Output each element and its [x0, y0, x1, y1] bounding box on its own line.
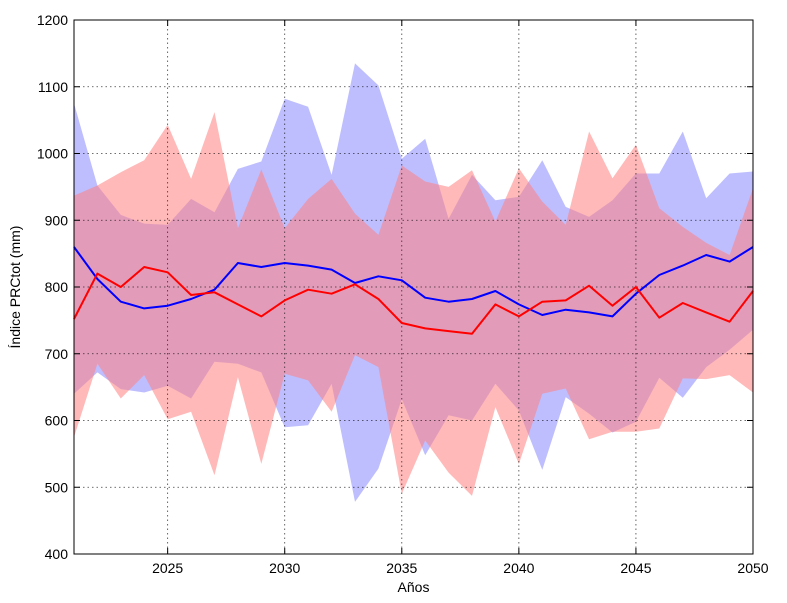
y-tick-label: 1000 [37, 146, 68, 162]
x-tick-label: 2035 [386, 560, 417, 576]
confidence-bands [74, 63, 753, 502]
y-tick-labels: 400 500 600 700 800 900 1000 1100 1200 [37, 12, 68, 562]
x-tick-label: 2025 [152, 560, 183, 576]
axis-ticks [74, 19, 754, 555]
red-series-line [73, 266, 754, 335]
y-axis-label: Índice PRCtot (mm) [7, 226, 23, 349]
y-tick-label: 1100 [38, 79, 68, 95]
y-tick-label: 600 [45, 413, 69, 429]
y-tick-label: 800 [45, 279, 69, 295]
series-lines [73, 246, 754, 335]
x-tick-label: 2030 [269, 560, 300, 576]
y-tick-label: 900 [45, 212, 69, 228]
x-tick-label: 2045 [620, 560, 651, 576]
x-tick-label: 2050 [737, 560, 768, 576]
y-tick-label: 400 [45, 546, 69, 562]
y-tick-label: 1200 [37, 12, 68, 28]
x-tick-labels: 2025 2030 2035 2040 2045 2050 [152, 560, 769, 576]
y-tick-label: 500 [45, 479, 69, 495]
x-tick-label: 2040 [503, 560, 534, 576]
red-band [74, 112, 753, 496]
x-axis-label: Años [398, 579, 430, 595]
y-tick-label: 700 [45, 346, 69, 362]
